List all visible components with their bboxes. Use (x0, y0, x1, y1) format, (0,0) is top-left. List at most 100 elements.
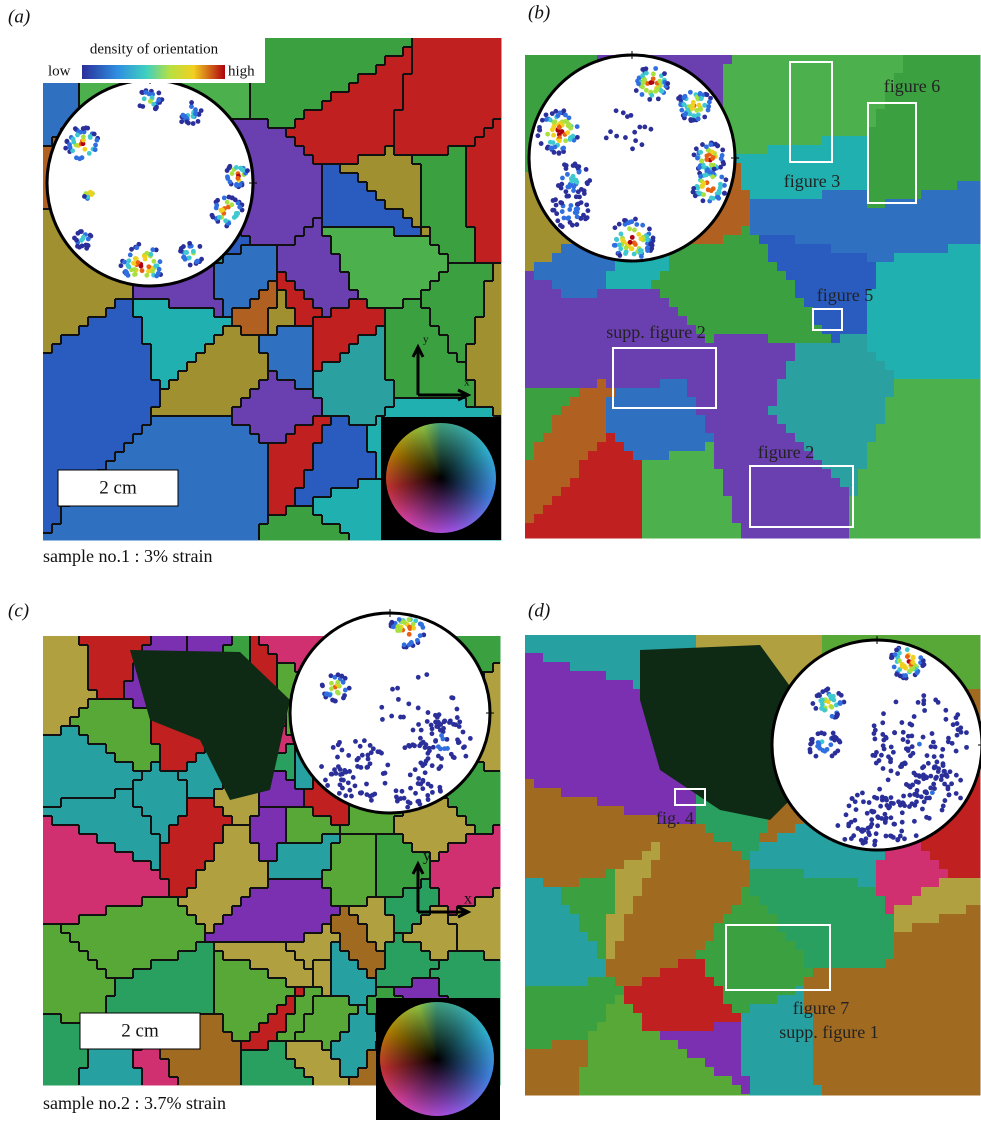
grain-cell (966, 136, 976, 146)
grain-cell (466, 155, 476, 165)
grain-boundary (466, 406, 475, 408)
grain-cell (133, 425, 143, 435)
grain-boundary (286, 433, 295, 435)
grain-cell (534, 100, 544, 110)
grain-cell (493, 272, 502, 282)
grain-cell (930, 289, 940, 299)
grain-cell (723, 91, 733, 101)
grain-cell (385, 254, 395, 264)
grain-cell (43, 326, 53, 336)
grain-cell (822, 244, 832, 254)
grain-boundary (466, 226, 475, 228)
grain-cell (849, 64, 859, 74)
grain-cell (178, 425, 188, 435)
grain-cell (376, 128, 386, 138)
grain-cell (831, 208, 841, 218)
grain-cell (813, 190, 823, 200)
grain-cell (439, 101, 449, 111)
grain-cell (376, 317, 386, 327)
grain-cell (331, 326, 341, 336)
grain-cell (912, 55, 922, 65)
grain-cell (867, 163, 877, 173)
grain-boundary (375, 461, 377, 470)
grain-cell (223, 281, 233, 291)
grain-cell (894, 100, 904, 110)
grain-cell (876, 73, 886, 83)
grain-cell (79, 335, 89, 345)
grain-cell (948, 199, 958, 209)
grain-cell (322, 164, 332, 174)
grain-boundary (492, 263, 494, 272)
grain-boundary (402, 209, 404, 218)
grain-cell (331, 92, 341, 102)
grain-cell (840, 100, 850, 110)
grain-cell (903, 118, 913, 128)
grain-cell (304, 200, 314, 210)
grain-cell (858, 235, 868, 245)
grain-cell (268, 488, 278, 498)
grain-cell (394, 200, 404, 210)
grain-cell (376, 236, 386, 246)
grain-cell (304, 398, 314, 408)
grain-boundary (421, 307, 430, 309)
grain-cell (804, 73, 814, 83)
grain-cell (948, 145, 958, 155)
grain-cell (394, 209, 404, 219)
grain-cell (295, 200, 305, 210)
grain-cell (466, 245, 476, 255)
grain-cell (286, 290, 296, 300)
grain-boundary (421, 397, 430, 399)
grain-cell (678, 298, 688, 308)
grain-cell (822, 298, 832, 308)
grain-cell (358, 209, 368, 219)
grain-cell (394, 92, 404, 102)
grain-cell (340, 326, 350, 336)
grain-boundary (304, 388, 313, 390)
grain-boundary (168, 299, 170, 308)
grain-cell (241, 524, 251, 534)
grain-cell (277, 515, 287, 525)
grain-cell (322, 200, 332, 210)
grain-cell (358, 74, 368, 84)
grain-cell (705, 82, 715, 92)
grain-boundary (259, 442, 268, 444)
grain-cell (966, 55, 976, 65)
grain-cell (367, 416, 377, 426)
grain-cell (376, 470, 386, 480)
grain-cell (277, 362, 287, 372)
grain-cell (376, 137, 386, 147)
grain-cell (543, 253, 553, 263)
grain-cell (466, 209, 476, 219)
grain-cell (448, 317, 458, 327)
grain-cell (313, 461, 323, 471)
grain-cell (484, 110, 494, 120)
grain-boundary (420, 299, 422, 308)
grain-cell (430, 173, 440, 183)
grain-cell (241, 497, 251, 507)
grain-cell (903, 100, 913, 110)
grain-cell (349, 110, 359, 120)
grain-cell (930, 127, 940, 137)
grain-boundary (402, 47, 404, 56)
grain-cell (660, 298, 670, 308)
grain-cell (331, 38, 341, 48)
grain-cell (687, 253, 697, 263)
grain-cell (250, 371, 260, 381)
grain-cell (106, 299, 116, 309)
grain-cell (349, 56, 359, 66)
grain-cell (903, 298, 913, 308)
grain-cell (322, 191, 332, 201)
grain-cell (322, 128, 332, 138)
grain-cell (651, 307, 661, 317)
grain-cell (525, 253, 535, 263)
grain-cell (876, 55, 886, 65)
grain-cell (97, 389, 107, 399)
grain-boundary (394, 235, 403, 237)
grain-cell (169, 353, 179, 363)
grain-cell (930, 82, 940, 92)
grain-cell (732, 82, 742, 92)
grain-cell (358, 110, 368, 120)
grain-cell (331, 47, 341, 57)
grain-cell (421, 245, 431, 255)
grain-cell (295, 101, 305, 111)
